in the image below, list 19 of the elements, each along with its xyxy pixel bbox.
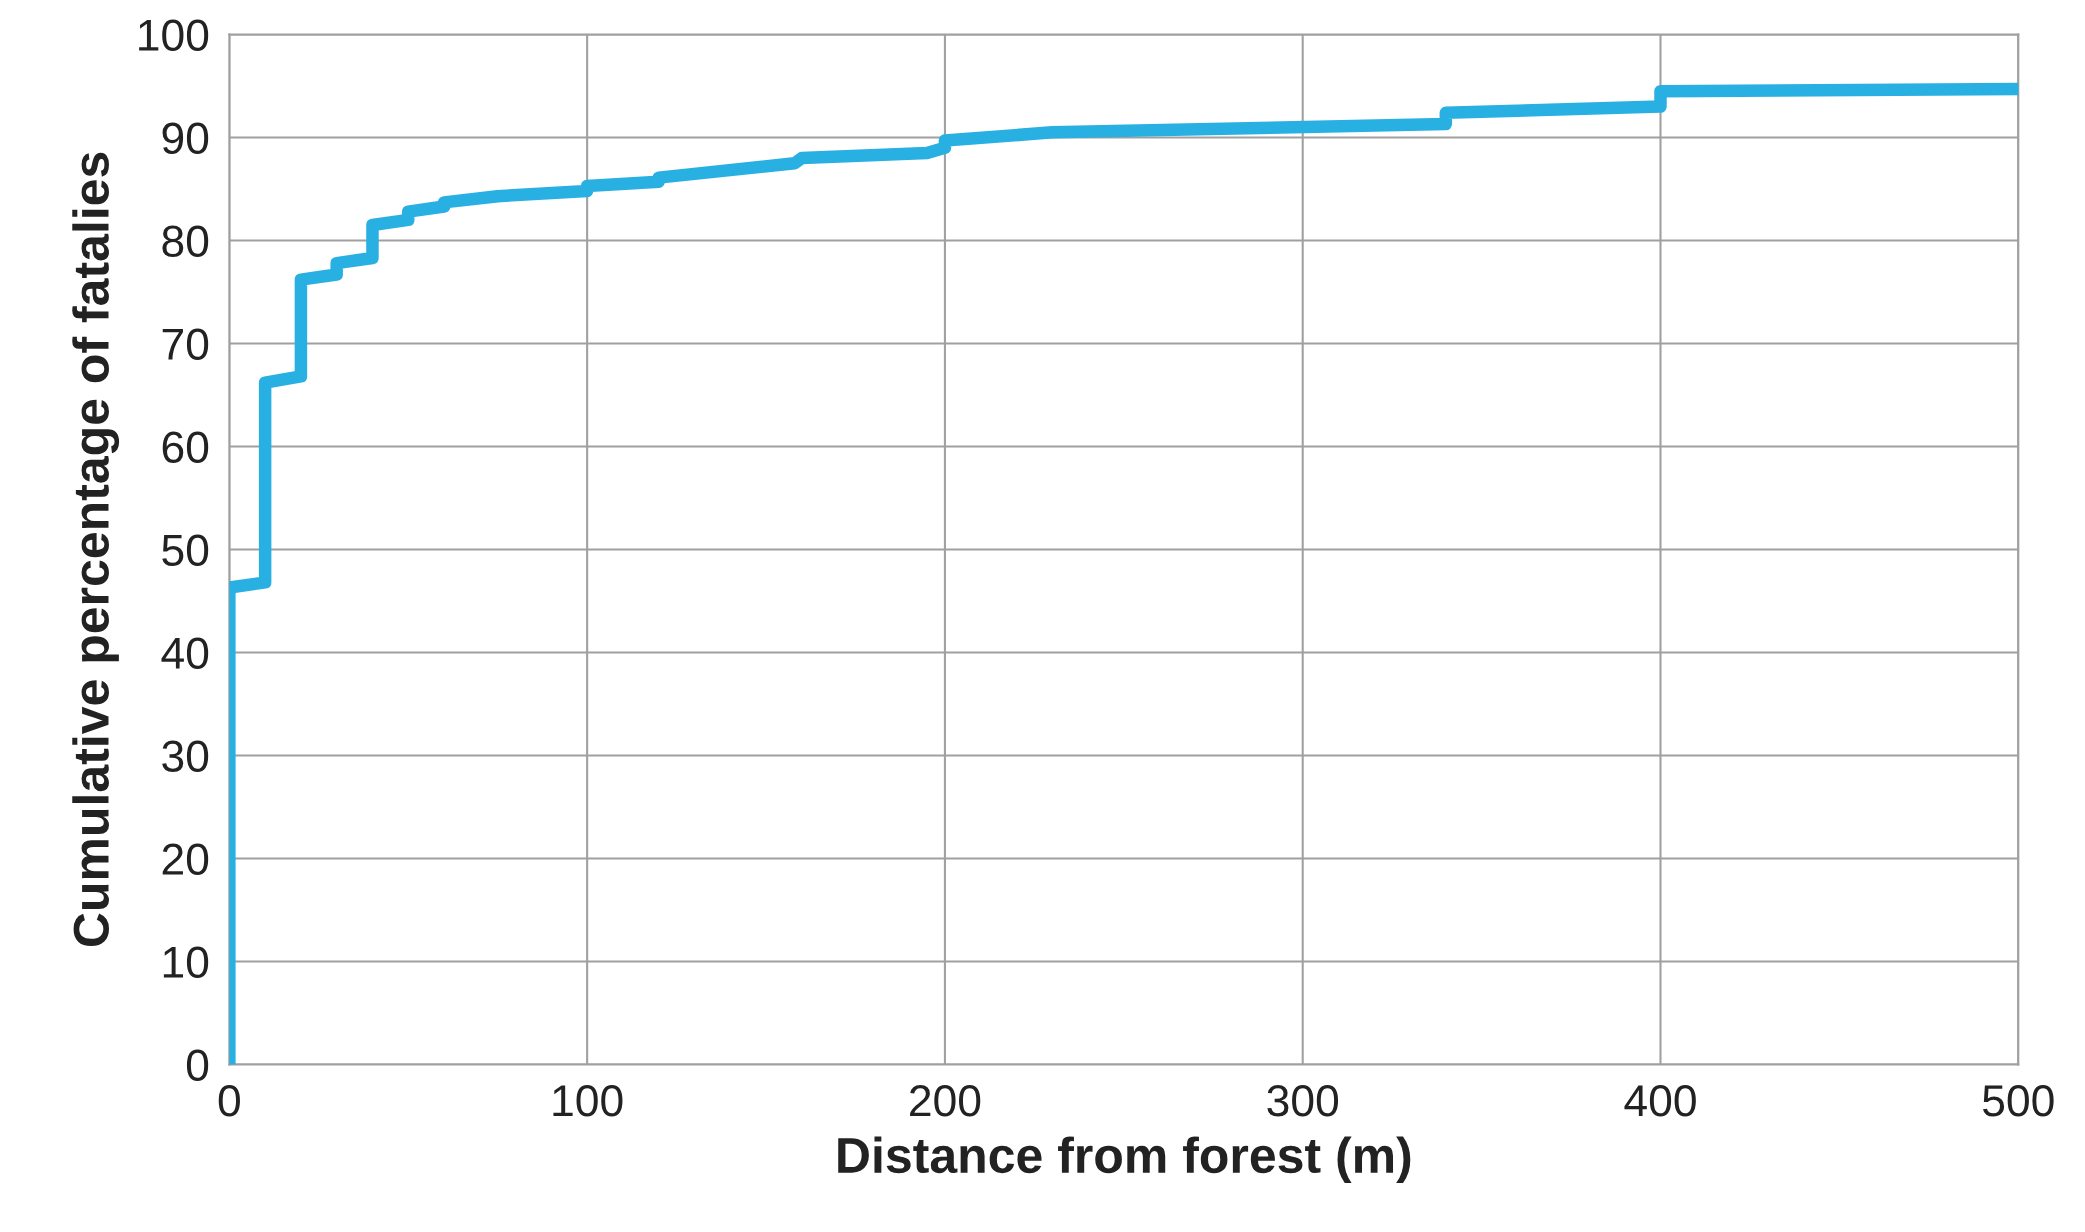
- x-tick-label: 500: [1982, 1085, 2054, 1117]
- x-tick-label: 0: [218, 1085, 240, 1117]
- x-tick-label: 300: [1267, 1085, 1339, 1117]
- y-tick-label: 30: [162, 740, 209, 772]
- y-tick-label: 50: [162, 534, 209, 567]
- x-tick-label: 100: [553, 1085, 623, 1117]
- y-tick-label: 60: [162, 431, 209, 464]
- y-axis-title: Cumulative percentage of fatalies: [72, 152, 120, 947]
- y-tick-label: 80: [162, 225, 209, 258]
- x-tick-label: 200: [910, 1085, 981, 1117]
- y-tick-label: 70: [162, 328, 209, 361]
- x-tick-label: 400: [1624, 1085, 1696, 1117]
- y-tick-label: 40: [161, 637, 209, 670]
- y-tick-label: 20: [162, 843, 209, 875]
- y-tick-label: 10: [163, 946, 209, 978]
- x-axis-title: Distance from forest (m): [838, 1136, 1411, 1184]
- y-tick-label: 0: [186, 1049, 209, 1081]
- y-tick-label: 100: [139, 19, 209, 52]
- y-tick-label: 90: [162, 122, 209, 155]
